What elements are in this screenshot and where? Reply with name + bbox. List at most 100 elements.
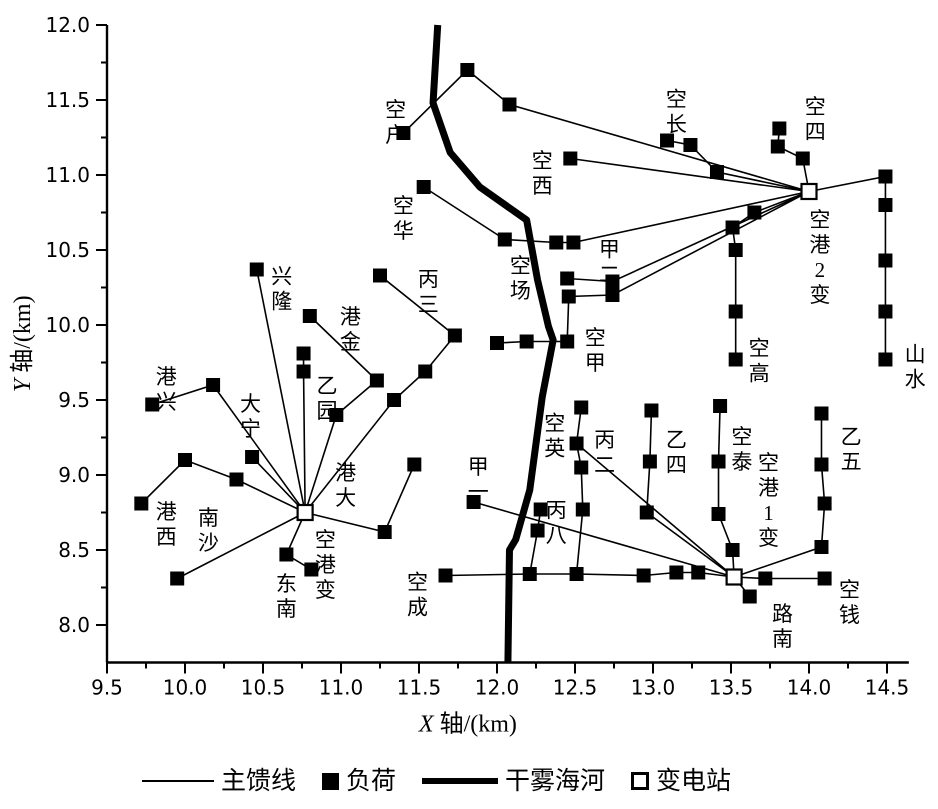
load-square xyxy=(713,399,728,413)
load-square xyxy=(296,364,311,379)
load-square xyxy=(249,262,264,277)
load-square xyxy=(530,523,545,538)
load-squares xyxy=(134,63,893,604)
feeder-lines xyxy=(140,68,887,597)
load-square xyxy=(396,126,411,140)
load-square xyxy=(691,565,706,580)
svg-text:户: 户 xyxy=(385,123,406,147)
svg-text:长: 长 xyxy=(666,113,687,137)
svg-text:兴: 兴 xyxy=(156,390,177,414)
svg-text:2: 2 xyxy=(815,258,826,282)
svg-text:水: 水 xyxy=(905,368,926,392)
feeder-line xyxy=(255,269,306,513)
feeder-line xyxy=(666,139,810,193)
svg-text:空: 空 xyxy=(407,571,428,595)
svg-text:港: 港 xyxy=(335,461,356,485)
svg-text:港: 港 xyxy=(340,305,361,329)
load-square xyxy=(170,571,185,586)
load-square xyxy=(416,180,431,194)
svg-text:港: 港 xyxy=(315,553,336,577)
svg-text:空: 空 xyxy=(585,326,606,350)
load-square xyxy=(772,121,787,136)
load-square xyxy=(460,63,475,77)
svg-text:钱: 钱 xyxy=(839,603,860,627)
load-square xyxy=(814,406,829,421)
legend-item-river: 干雾海河 xyxy=(422,769,605,794)
load-square xyxy=(466,495,481,509)
load-square xyxy=(497,232,512,247)
feeder-line xyxy=(808,175,887,360)
y-tick-label: 12.0 xyxy=(45,13,90,37)
substation-markers xyxy=(296,182,818,586)
svg-text:港: 港 xyxy=(758,476,779,500)
svg-text:路: 路 xyxy=(772,602,793,626)
thick-line-icon xyxy=(422,778,499,784)
x-tick-label: 10.0 xyxy=(163,676,208,700)
node-label: 空高 xyxy=(749,337,770,386)
load-square xyxy=(725,543,740,557)
legend-item-main-feeder: 主馈线 xyxy=(142,769,296,794)
node-label: 山水 xyxy=(905,343,926,392)
load-square xyxy=(569,567,584,581)
y-tick-label: 10.5 xyxy=(45,238,90,262)
svg-text:四: 四 xyxy=(805,120,826,144)
svg-text:丙: 丙 xyxy=(418,268,439,292)
node-label: 甲二 xyxy=(599,238,620,287)
load-square xyxy=(418,364,433,379)
load-square xyxy=(725,220,740,235)
load-square xyxy=(533,502,548,517)
load-square xyxy=(605,288,620,302)
svg-text:英: 英 xyxy=(544,437,565,461)
svg-text:空: 空 xyxy=(544,412,565,436)
load-square xyxy=(134,496,149,511)
node-label: 空钱 xyxy=(839,578,860,627)
load-square xyxy=(814,540,829,554)
svg-text:空: 空 xyxy=(749,337,770,361)
load-square xyxy=(878,352,893,367)
svg-text:乙: 乙 xyxy=(841,425,862,449)
load-square xyxy=(817,496,832,511)
y-tick-label: 8.0 xyxy=(58,613,90,637)
y-tick-label: 8.5 xyxy=(58,538,90,562)
load-square xyxy=(563,151,578,166)
substation-marker xyxy=(296,503,314,522)
y-axis-title: Y 轴/(km) xyxy=(9,295,36,392)
svg-text:变: 变 xyxy=(315,578,336,602)
load-square xyxy=(644,403,659,418)
x-tick-label: 11.5 xyxy=(397,676,442,700)
legend-label-main-feeder: 主馈线 xyxy=(221,767,297,795)
feeder-line xyxy=(251,456,306,514)
load-square xyxy=(711,454,726,469)
load-square xyxy=(560,334,575,349)
svg-text:空: 空 xyxy=(666,88,687,112)
load-square xyxy=(747,205,762,220)
svg-text:成: 成 xyxy=(407,596,428,620)
load-square xyxy=(549,235,564,250)
node-label: 丙二 xyxy=(594,428,615,477)
load-square xyxy=(683,138,698,152)
svg-text:西: 西 xyxy=(156,525,177,549)
filled-square-icon xyxy=(322,772,340,790)
svg-text:空: 空 xyxy=(315,528,336,552)
load-square xyxy=(145,397,160,412)
node-label: 空成 xyxy=(407,571,428,620)
x-tick-label: 12.0 xyxy=(475,676,520,700)
svg-text:空: 空 xyxy=(510,254,531,278)
x-tick-label: 12.5 xyxy=(553,676,598,700)
load-square xyxy=(302,309,317,323)
load-square xyxy=(329,408,344,422)
feeder-line xyxy=(304,315,379,513)
svg-text:四: 四 xyxy=(666,453,687,477)
feeder-line xyxy=(140,459,306,514)
load-square xyxy=(639,505,654,520)
axes: 9.5 10.0 10.5 11.0 11.5 12.0 12.5 13.0 13.5 14.0 1… xyxy=(9,13,909,738)
feeder-line xyxy=(645,410,735,578)
load-square xyxy=(636,568,651,583)
x-tick-label: 14.0 xyxy=(787,676,832,700)
node-label: 路南 xyxy=(772,602,793,651)
svg-text:大: 大 xyxy=(240,392,261,416)
y-tick-label: 11.5 xyxy=(45,88,90,112)
